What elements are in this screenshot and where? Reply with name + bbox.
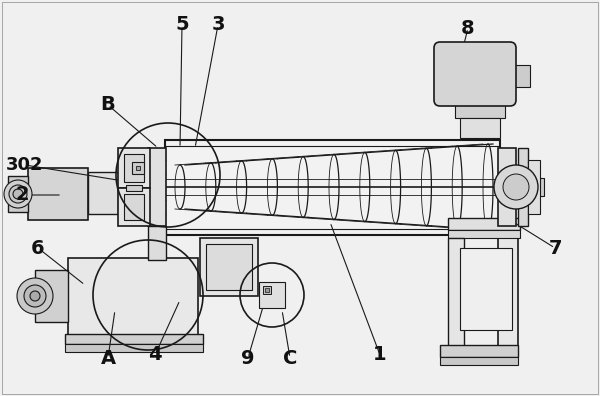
Text: A: A xyxy=(100,348,116,367)
Bar xyxy=(528,160,540,214)
Bar xyxy=(165,140,500,235)
Bar xyxy=(35,270,68,322)
Bar xyxy=(516,178,544,196)
Bar xyxy=(132,162,144,174)
Bar xyxy=(448,218,520,230)
Bar xyxy=(498,226,518,346)
Bar xyxy=(518,148,528,226)
Circle shape xyxy=(4,180,32,208)
Circle shape xyxy=(30,291,40,301)
Bar xyxy=(440,345,518,357)
Bar xyxy=(448,238,464,346)
Bar xyxy=(510,65,530,87)
Bar xyxy=(65,334,203,344)
Text: 7: 7 xyxy=(548,238,562,257)
Bar xyxy=(136,166,140,170)
Text: 4: 4 xyxy=(148,345,162,364)
Text: 3: 3 xyxy=(211,15,225,34)
Bar xyxy=(265,288,269,292)
Bar xyxy=(118,188,150,226)
Bar xyxy=(440,357,518,365)
Text: 2: 2 xyxy=(15,185,29,204)
Circle shape xyxy=(503,174,529,200)
Circle shape xyxy=(13,189,23,199)
Text: 1: 1 xyxy=(373,345,387,364)
Text: 5: 5 xyxy=(175,15,189,34)
Text: C: C xyxy=(283,348,297,367)
Bar xyxy=(206,244,252,290)
Circle shape xyxy=(9,185,27,203)
Bar xyxy=(148,148,166,226)
Text: 6: 6 xyxy=(31,238,45,257)
Text: 302: 302 xyxy=(6,156,44,174)
Circle shape xyxy=(24,285,46,307)
Bar xyxy=(263,286,271,294)
FancyBboxPatch shape xyxy=(434,42,516,106)
Bar xyxy=(448,230,520,238)
Circle shape xyxy=(494,165,538,209)
Circle shape xyxy=(17,278,53,314)
Bar xyxy=(126,185,142,191)
Text: 8: 8 xyxy=(461,19,475,38)
Text: B: B xyxy=(101,95,115,114)
Bar xyxy=(124,154,144,182)
Bar xyxy=(200,238,258,296)
Bar xyxy=(460,118,500,138)
Bar xyxy=(88,172,118,214)
Bar xyxy=(148,226,166,260)
Bar xyxy=(124,194,144,220)
Bar xyxy=(65,344,203,352)
Bar xyxy=(28,168,88,220)
Bar xyxy=(259,282,285,308)
Bar xyxy=(455,100,505,118)
Bar xyxy=(498,148,516,226)
Bar xyxy=(460,248,512,330)
Bar xyxy=(8,176,28,212)
Bar xyxy=(68,258,198,336)
Text: 9: 9 xyxy=(241,348,255,367)
Bar xyxy=(118,148,150,188)
